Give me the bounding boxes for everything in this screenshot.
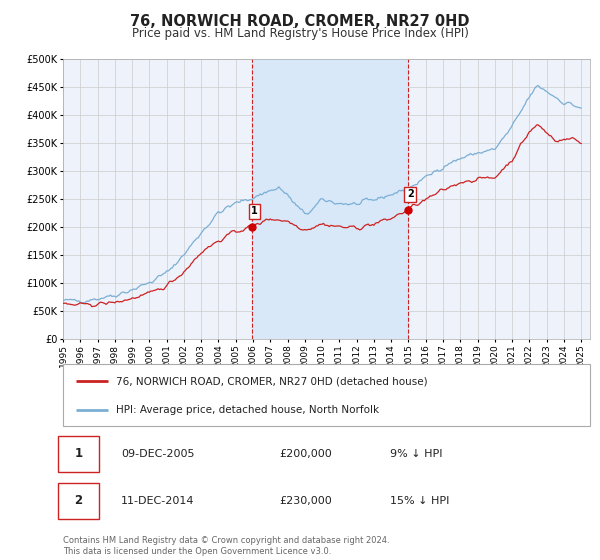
Text: 76, NORWICH ROAD, CROMER, NR27 0HD (detached house): 76, NORWICH ROAD, CROMER, NR27 0HD (deta… — [116, 376, 427, 386]
Text: HPI: Average price, detached house, North Norfolk: HPI: Average price, detached house, Nort… — [116, 404, 379, 414]
Text: 09-DEC-2005: 09-DEC-2005 — [121, 449, 194, 459]
Text: Contains HM Land Registry data © Crown copyright and database right 2024.
This d: Contains HM Land Registry data © Crown c… — [63, 536, 389, 556]
Text: 2: 2 — [407, 189, 413, 199]
Text: 1: 1 — [74, 447, 82, 460]
Text: 2: 2 — [74, 494, 82, 507]
Text: 76, NORWICH ROAD, CROMER, NR27 0HD: 76, NORWICH ROAD, CROMER, NR27 0HD — [130, 14, 470, 29]
Text: 9% ↓ HPI: 9% ↓ HPI — [389, 449, 442, 459]
Text: 11-DEC-2014: 11-DEC-2014 — [121, 496, 194, 506]
Bar — [252, 59, 407, 339]
Text: 1: 1 — [251, 206, 258, 216]
FancyBboxPatch shape — [58, 436, 99, 472]
Text: £200,000: £200,000 — [279, 449, 332, 459]
Text: Price paid vs. HM Land Registry's House Price Index (HPI): Price paid vs. HM Land Registry's House … — [131, 27, 469, 40]
Text: £230,000: £230,000 — [279, 496, 332, 506]
Text: 15% ↓ HPI: 15% ↓ HPI — [389, 496, 449, 506]
FancyBboxPatch shape — [58, 483, 99, 519]
